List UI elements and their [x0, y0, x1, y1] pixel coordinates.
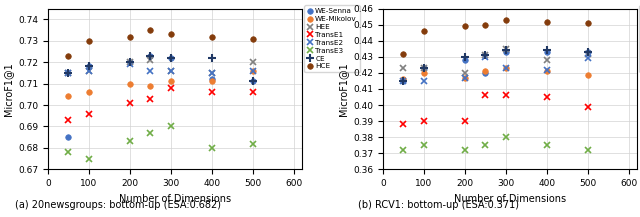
Y-axis label: MicroF1@1: MicroF1@1: [3, 62, 13, 116]
Text: (b) RCV1: bottom-up (ESA:0.371): (b) RCV1: bottom-up (ESA:0.371): [358, 200, 519, 210]
Text: (a) 20newsgroups: bottom-up (ESA:0.682): (a) 20newsgroups: bottom-up (ESA:0.682): [15, 200, 221, 210]
X-axis label: Number of Dimensions: Number of Dimensions: [454, 194, 566, 204]
Y-axis label: MicroF1@1: MicroF1@1: [338, 62, 348, 116]
X-axis label: Number of Dimensions: Number of Dimensions: [119, 194, 231, 204]
Legend: WE-Senna, WE-Mikolov, HEE, TransE1, TransE2, TransE3, CE, HCE: WE-Senna, WE-Mikolov, HEE, TransE1, Tran…: [305, 5, 360, 72]
Legend: WE-Senna, WE-Mikolov, HEE, TransE1, TransE2, TransE3, CE, HCE: WE-Senna, WE-Mikolov, HEE, TransE1, Tran…: [639, 5, 640, 72]
